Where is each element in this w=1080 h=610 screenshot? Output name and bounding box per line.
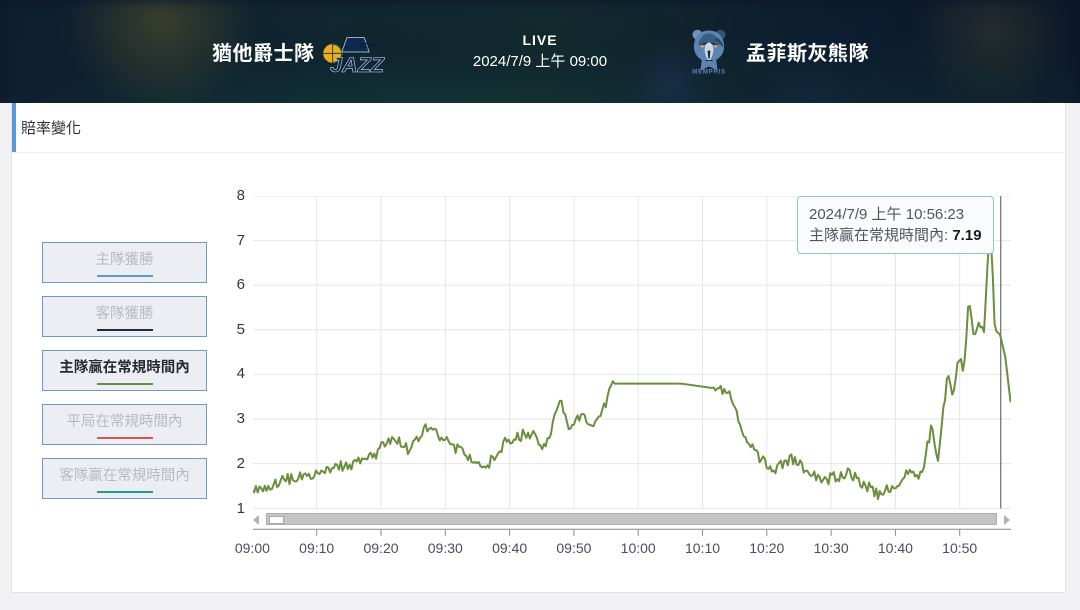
svg-text:JAZZ: JAZZ: [330, 52, 385, 75]
svg-text:UTAH: UTAH: [359, 42, 377, 49]
svg-text:MEMPHIS: MEMPHIS: [692, 68, 725, 75]
